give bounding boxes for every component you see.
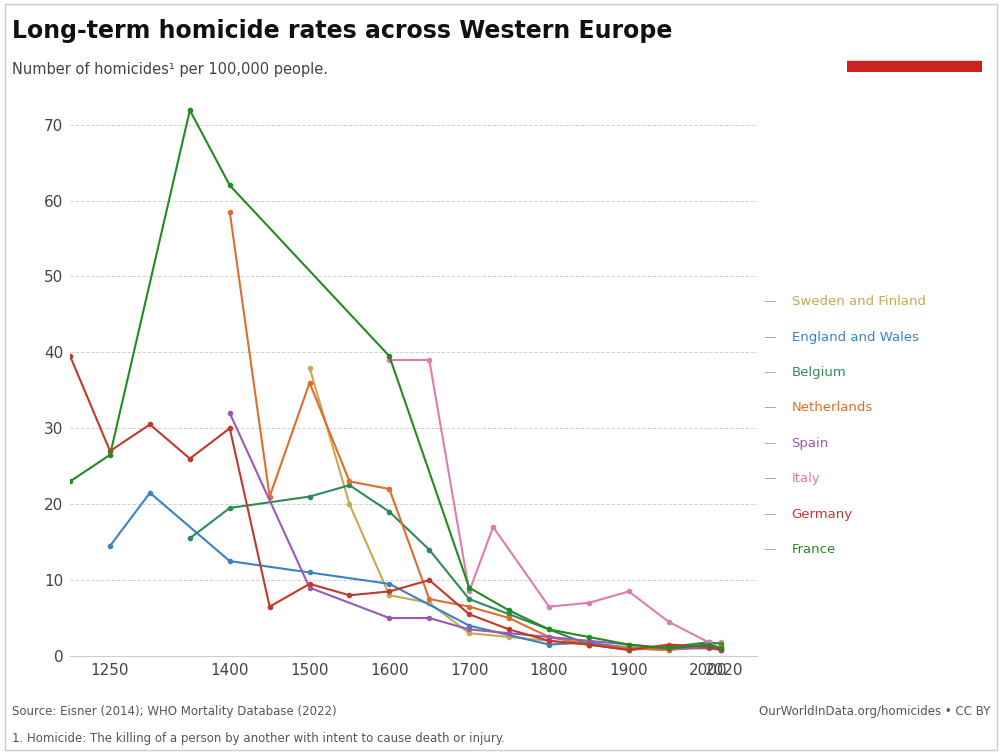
Text: Number of homicides¹ per 100,000 people.: Number of homicides¹ per 100,000 people. bbox=[12, 62, 328, 77]
Text: France: France bbox=[792, 543, 836, 556]
Text: Belgium: Belgium bbox=[792, 366, 847, 379]
Text: England and Wales: England and Wales bbox=[792, 330, 919, 344]
Text: Germany: Germany bbox=[792, 507, 853, 521]
Text: Sweden and Finland: Sweden and Finland bbox=[792, 295, 926, 308]
Text: in Data: in Data bbox=[891, 44, 938, 57]
Text: —: — bbox=[764, 295, 776, 308]
Text: Our World: Our World bbox=[881, 23, 948, 37]
Text: Italy: Italy bbox=[792, 472, 821, 486]
Text: —: — bbox=[764, 507, 776, 521]
Text: Long-term homicide rates across Western Europe: Long-term homicide rates across Western … bbox=[12, 19, 672, 43]
Text: 1. Homicide: The killing of a person by another with intent to cause death or in: 1. Homicide: The killing of a person by … bbox=[12, 732, 505, 745]
Text: —: — bbox=[764, 437, 776, 450]
Text: Netherlands: Netherlands bbox=[792, 401, 873, 415]
Text: Spain: Spain bbox=[792, 437, 829, 450]
Text: Source: Eisner (2014); WHO Mortality Database (2022): Source: Eisner (2014); WHO Mortality Dat… bbox=[12, 705, 337, 718]
Text: —: — bbox=[764, 366, 776, 379]
Text: —: — bbox=[764, 401, 776, 415]
Text: —: — bbox=[764, 472, 776, 486]
Text: —: — bbox=[764, 330, 776, 344]
Bar bbox=[847, 60, 982, 72]
Text: —: — bbox=[764, 543, 776, 556]
Text: OurWorldInData.org/homicides • CC BY: OurWorldInData.org/homicides • CC BY bbox=[759, 705, 990, 718]
